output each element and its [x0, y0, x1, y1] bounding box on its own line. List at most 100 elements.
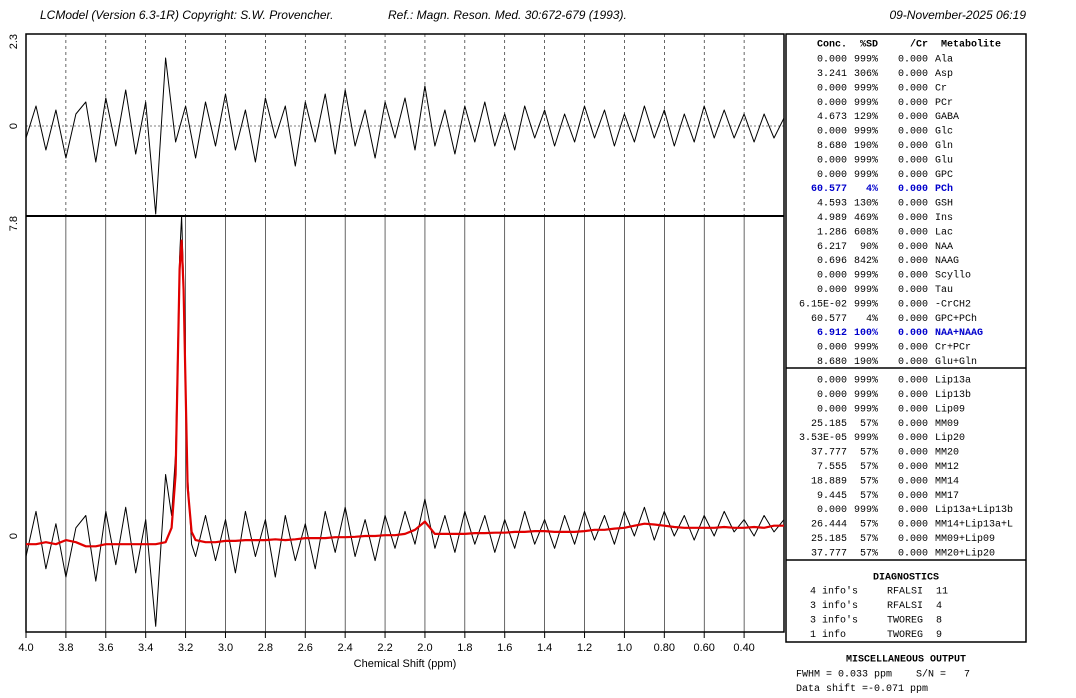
table-cell: 0.000	[817, 83, 847, 94]
table-cell: 0.000	[898, 433, 928, 444]
table-cell: 0.000	[898, 314, 928, 325]
table-cell: 999%	[854, 170, 878, 181]
table-cell: 999%	[854, 505, 878, 516]
table-cell: 25.185	[811, 419, 847, 430]
table-cell: 0.000	[817, 271, 847, 282]
table-cell: 0.000	[898, 112, 928, 123]
table-cell: 0.000	[898, 155, 928, 166]
table-cell: MM20	[935, 448, 959, 459]
table-cell: 306%	[854, 69, 878, 80]
plot-frame	[25, 33, 785, 633]
x-tick-label: 0.80	[654, 642, 675, 654]
table-cell: 0.000	[898, 271, 928, 282]
table-cell: 0.000	[817, 376, 847, 387]
table-cell: 57%	[860, 476, 878, 487]
header-date: 09-November-2025 06:19	[889, 8, 1026, 22]
diagnostics-cell: 8	[936, 615, 942, 626]
table-cell: 57%	[860, 520, 878, 531]
table-cell: 0.000	[817, 390, 847, 401]
table-cell: GABA	[935, 112, 959, 123]
table-cell: 60.577	[811, 314, 847, 325]
x-tick-label: 3.6	[98, 642, 113, 654]
table-cell: Cr+PCr	[935, 343, 971, 354]
spectrum-line	[25, 57, 785, 215]
x-tick-label: 2.6	[298, 642, 313, 654]
header-left: LCModel (Version 6.3-1R) Copyright: S.W.…	[40, 8, 333, 22]
table-cell: 26.444	[811, 520, 847, 531]
table-header: /Cr	[910, 39, 928, 51]
table-cell: GPC	[935, 170, 953, 181]
table-cell: Lac	[935, 227, 953, 238]
table-cell: 999%	[854, 55, 878, 66]
table-cell: 8.680	[817, 357, 847, 368]
table-cell: 60.577	[811, 184, 847, 195]
table-cell: 190%	[854, 357, 878, 368]
x-tick-label: 2.0	[417, 642, 432, 654]
table-cell: 0.000	[898, 141, 928, 152]
table-cell: 999%	[854, 285, 878, 296]
x-tick-label: 1.2	[577, 642, 592, 654]
x-tick-label: 2.4	[338, 642, 353, 654]
x-tick-label: 2.2	[377, 642, 392, 654]
table-cell: 0.000	[898, 476, 928, 487]
x-tick-label: 1.4	[537, 642, 552, 654]
table-cell: 0.000	[898, 256, 928, 267]
table-cell: 0.000	[898, 534, 928, 545]
table-cell: Gln	[935, 140, 953, 152]
table-cell: 0.000	[898, 462, 928, 473]
table-cell: Lip13b	[935, 389, 971, 401]
table-cell: 4%	[866, 314, 878, 325]
table-cell: 8.680	[817, 141, 847, 152]
table-cell: 6.217	[817, 242, 847, 253]
diagnostics-cell: 1 info	[810, 629, 846, 641]
diagnostics-cell: RFALSI	[887, 601, 923, 612]
table-cell: 999%	[854, 404, 878, 415]
diagnostics-cell: 4 info's	[810, 586, 858, 598]
table-cell: Lip09	[935, 403, 965, 415]
table-cell: Asp	[935, 69, 953, 80]
table-cell: 4.593	[817, 199, 847, 210]
x-tick-label: 0.40	[733, 642, 754, 654]
table-cell: 0.000	[898, 83, 928, 94]
table-cell: NAAG	[935, 256, 959, 267]
table-cell: 0.000	[898, 285, 928, 296]
table-cell: 7.555	[817, 462, 847, 473]
table-cell: 6.912	[817, 328, 847, 339]
x-tick-label: 3.2	[178, 642, 193, 654]
table-cell: 0.000	[898, 69, 928, 80]
table-cell: 0.000	[898, 184, 928, 195]
table-cell: MM12	[935, 462, 959, 473]
table-cell: NAA	[935, 242, 953, 253]
table-cell: 190%	[854, 141, 878, 152]
diagnostics-cell: TWOREG	[887, 630, 923, 641]
diagnostics-cell: 4	[936, 601, 942, 612]
table-cell: Lip13a	[935, 375, 971, 387]
diagnostics-cell: TWOREG	[887, 615, 923, 626]
table-cell: 0.000	[898, 343, 928, 354]
table-cell: 0.000	[898, 390, 928, 401]
table-cell: 0.000	[898, 357, 928, 368]
table-cell: 0.000	[817, 127, 847, 138]
table-cell: 0.000	[817, 343, 847, 354]
x-tick-label: 3.4	[138, 642, 153, 654]
table-cell: 0.000	[898, 419, 928, 430]
table-cell: 0.000	[817, 285, 847, 296]
table-cell: 999%	[854, 155, 878, 166]
table-cell: Lip20	[935, 432, 965, 444]
table-cell: 130%	[854, 199, 878, 210]
diagnostics-cell: 11	[936, 587, 948, 598]
table-cell: 0.000	[898, 170, 928, 181]
table-cell: 0.000	[898, 213, 928, 224]
table-cell: Ins	[935, 213, 953, 224]
x-tick-label: 1.6	[497, 642, 512, 654]
spectrum-line	[25, 215, 785, 627]
table-cell: 0.000	[898, 404, 928, 415]
table-cell: PCh	[935, 183, 953, 195]
x-tick-label: 1.0	[617, 642, 632, 654]
table-header: Metabolite	[941, 39, 1001, 51]
diagnostics-title: DIAGNOSTICS	[873, 573, 939, 584]
table-cell: 3.53E-05	[799, 433, 847, 444]
table-cell: 0.000	[898, 199, 928, 210]
